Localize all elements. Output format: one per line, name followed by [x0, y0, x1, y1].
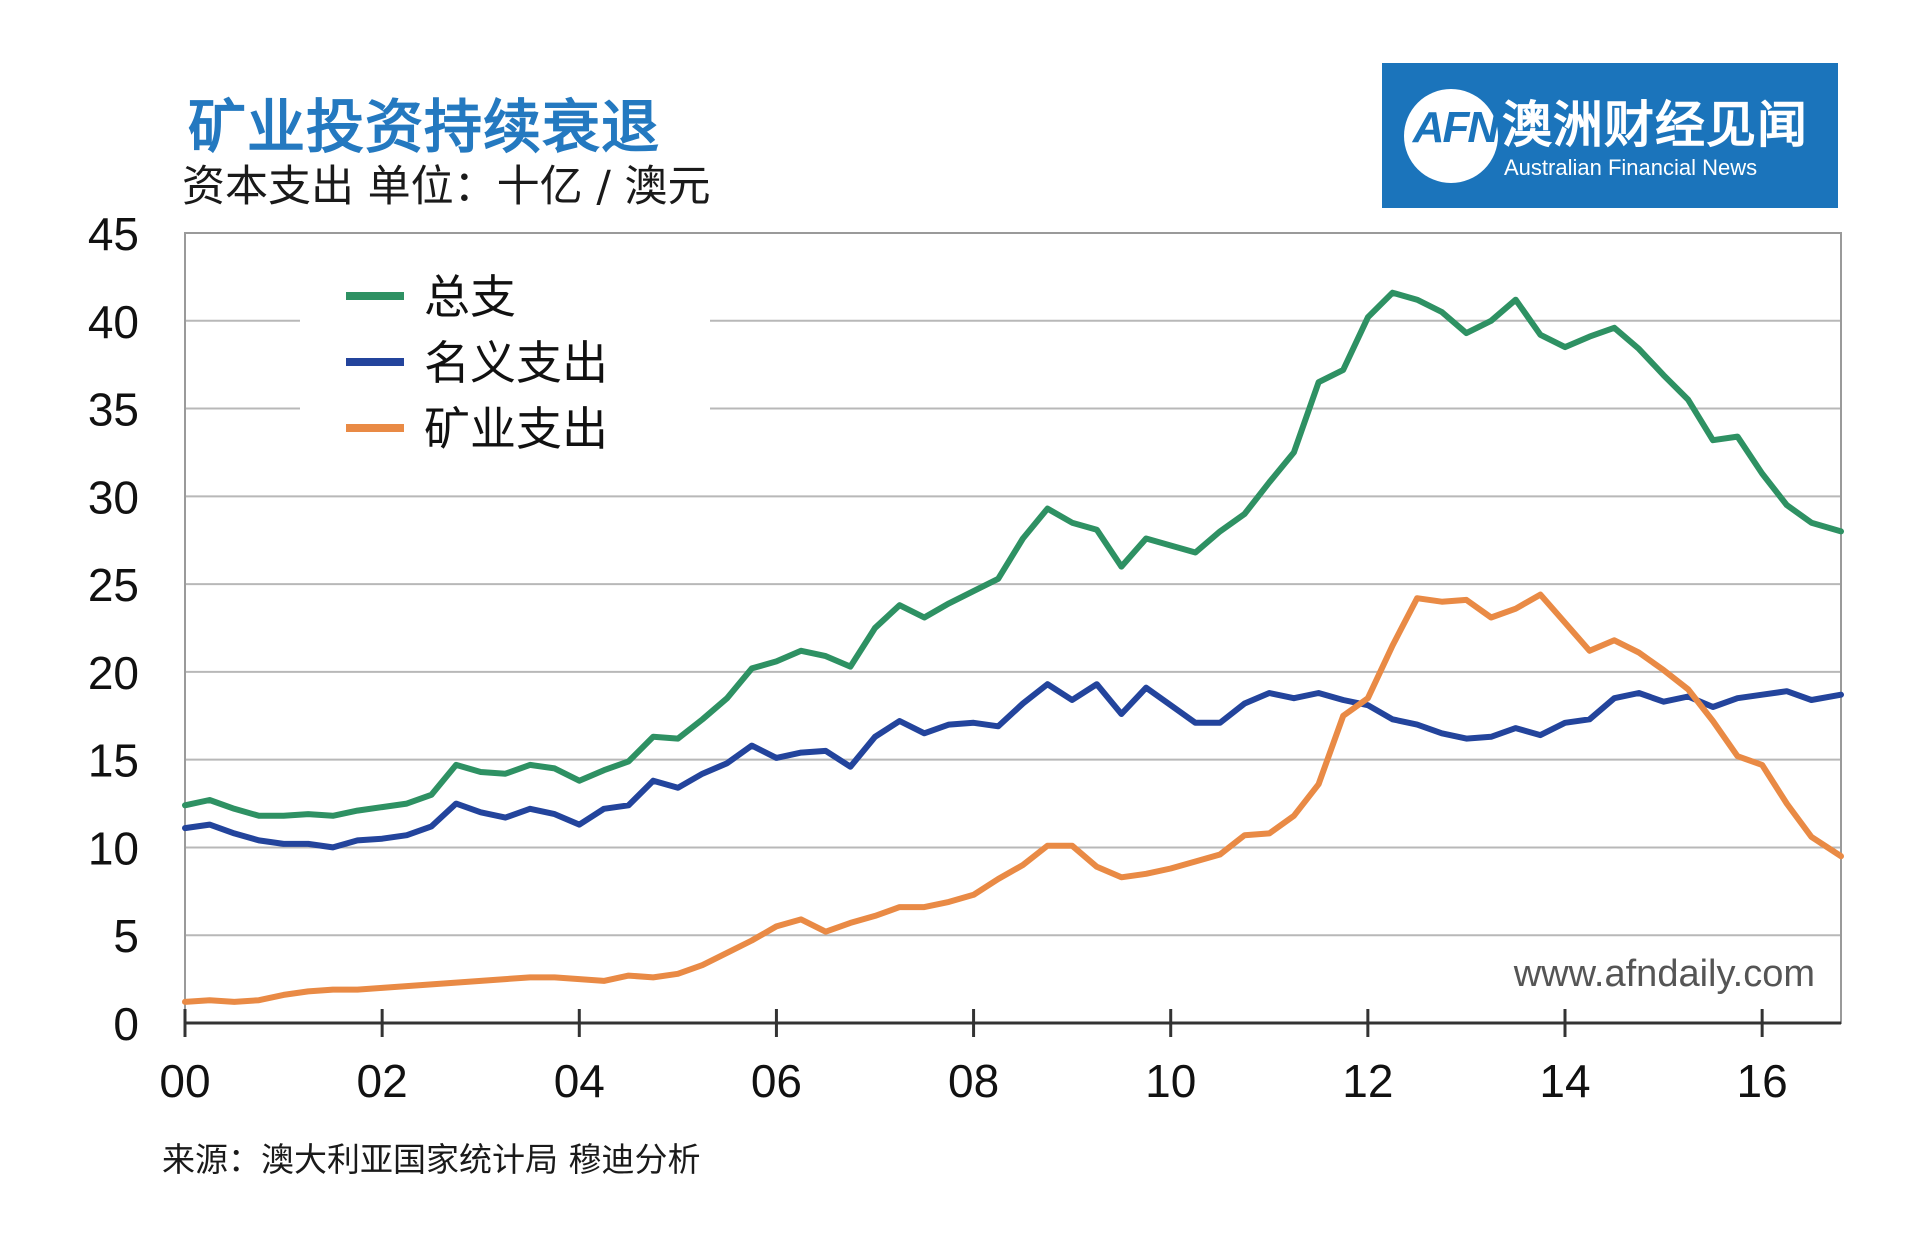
- series-lines: [182, 289, 1844, 1005]
- axes: 0 5 10 15 20 25 30 35 40 45 00 02 04 06 08 10 12 14 16: [88, 208, 1842, 1107]
- series-line-2: [182, 681, 1844, 851]
- legend-label: 名义支出: [424, 336, 608, 390]
- x-tick-label: 12: [1342, 1055, 1393, 1107]
- y-tick-label: 0: [113, 998, 139, 1050]
- series-line-3: [182, 591, 1844, 1005]
- y-tick-label: 25: [88, 559, 139, 611]
- afn-logo: AFN 澳洲财经见闻 Australian Financial News: [1382, 63, 1838, 208]
- y-tick-label: 15: [88, 735, 139, 787]
- x-tick-label: 06: [751, 1055, 802, 1107]
- x-tick-label: 16: [1737, 1055, 1788, 1107]
- y-tick-label: 10: [88, 822, 139, 874]
- x-tick-label: 02: [357, 1055, 408, 1107]
- series-line-1: [182, 289, 1844, 819]
- x-tick-label: 14: [1539, 1055, 1590, 1107]
- legend-label: 总支: [424, 270, 516, 324]
- x-tick-label: 08: [948, 1055, 999, 1107]
- x-tick-label: 04: [554, 1055, 605, 1107]
- legend-label: 矿业支出: [424, 402, 608, 456]
- y-tick-label: 45: [88, 208, 139, 260]
- logo-name-en: Australian Financial News: [1504, 155, 1758, 180]
- logo-circle-icon: [1404, 89, 1498, 183]
- x-tick-label: 00: [159, 1055, 210, 1107]
- chart-subtitle: 资本支出 单位：十亿 / 澳元: [182, 162, 711, 212]
- logo-mark: AFN: [1412, 103, 1499, 152]
- chart-title: 矿业投资持续衰退: [188, 93, 661, 161]
- watermark-text: www.afndaily.com: [1513, 953, 1815, 995]
- y-tick-label: 35: [88, 384, 139, 436]
- y-tick-label: 40: [88, 296, 139, 348]
- x-tick-label: 10: [1145, 1055, 1196, 1107]
- y-tick-label: 30: [88, 471, 139, 523]
- y-tick-label: 5: [113, 910, 139, 962]
- source-note: 来源：澳大利亚国家统计局 穆迪分析: [162, 1140, 701, 1179]
- logo-name-cn: 澳洲财经见闻: [1502, 96, 1808, 154]
- y-tick-label: 20: [88, 647, 139, 699]
